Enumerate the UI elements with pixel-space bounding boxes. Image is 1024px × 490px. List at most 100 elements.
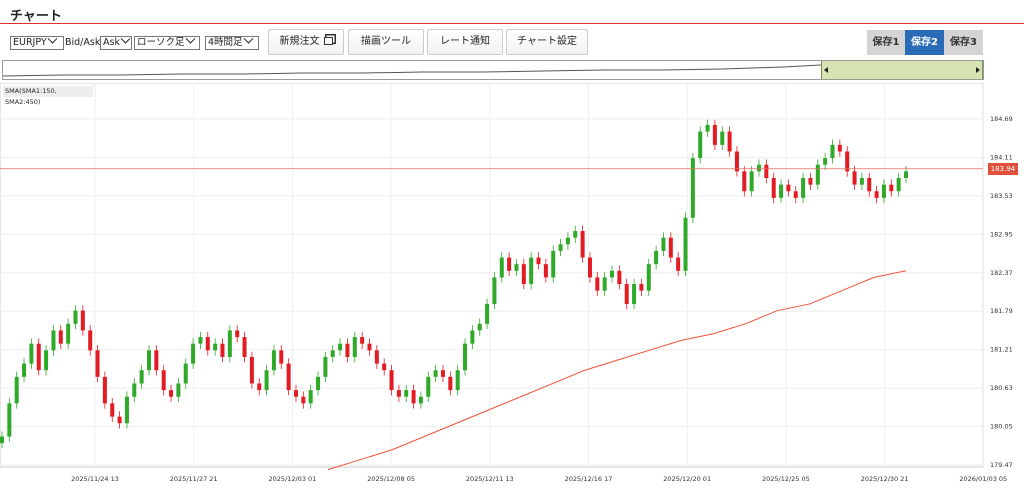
chart-type-select[interactable]: ローソク足 xyxy=(134,33,200,50)
candle-body xyxy=(257,383,262,391)
candle-body xyxy=(139,370,144,384)
new-order-label: 新規注文 xyxy=(279,36,320,47)
candle-body xyxy=(529,257,534,285)
candle-body xyxy=(191,343,196,364)
save-slot-label: 保存3 xyxy=(950,37,977,48)
candle-body xyxy=(426,376,431,397)
candle-body xyxy=(308,390,313,404)
candle-body xyxy=(492,277,497,304)
candle-body xyxy=(455,370,460,391)
candle-body xyxy=(624,284,629,304)
timeframe-value: 4時間足 xyxy=(208,37,243,48)
price-chart[interactable]: 184.69 184.11 183.53 182.95 182.37 181.79 181.… xyxy=(0,82,1024,486)
candle-body xyxy=(734,151,739,172)
save-slot-2[interactable]: 保存2 xyxy=(905,30,944,55)
candle-body xyxy=(7,403,12,437)
candle-body xyxy=(176,383,181,397)
candle-body xyxy=(779,184,784,198)
candle-body xyxy=(345,343,350,357)
candle-body xyxy=(639,284,644,291)
candle-body xyxy=(727,131,732,152)
candle-body xyxy=(867,177,872,192)
candle-body xyxy=(66,323,71,344)
candle-body xyxy=(477,323,482,331)
candle-body xyxy=(433,370,438,377)
candle-body xyxy=(661,237,666,251)
save-slot-1[interactable]: 保存1 xyxy=(867,30,905,55)
navigator-range-window[interactable] xyxy=(821,61,983,79)
chart-settings-button[interactable]: チャート設定 xyxy=(506,29,588,55)
candle-body xyxy=(352,337,357,357)
timeframe-select[interactable]: 4時間足 xyxy=(205,33,259,50)
chart-type-value: ローソク足 xyxy=(137,37,185,48)
candle-body xyxy=(742,171,747,192)
x-tick-label: 2025/11/27 21 xyxy=(170,475,218,483)
x-axis: 2025/11/24 13 2025/11/27 21 2025/12/03 01 2… xyxy=(71,475,1007,483)
candle-body xyxy=(521,264,526,285)
chart-settings-label: チャート設定 xyxy=(517,36,577,47)
candle-body xyxy=(617,270,622,285)
rate-alert-button[interactable]: レート通知 xyxy=(427,29,503,55)
candle-body xyxy=(668,237,673,258)
candle-body xyxy=(264,370,269,391)
x-tick-label: 2025/12/08 05 xyxy=(367,475,415,483)
save-slot-3[interactable]: 保存3 xyxy=(944,30,983,55)
candle-body xyxy=(749,171,754,192)
candle-body xyxy=(374,350,379,364)
indicator-legend: SMA(SMA1:150, SMA2:450) xyxy=(3,86,93,106)
candle-body xyxy=(360,337,365,344)
candlestick-chart-svg[interactable]: 184.69 184.11 183.53 182.95 182.37 181.79 181.… xyxy=(0,82,1024,486)
drawing-tools-button[interactable]: 描画ツール xyxy=(348,29,424,55)
grid-lines xyxy=(0,83,984,467)
candle-body xyxy=(896,177,901,192)
y-tick-label: 183.53 xyxy=(990,192,1013,200)
sma-line xyxy=(327,270,907,471)
range-handle-left-icon[interactable] xyxy=(824,67,828,73)
chevron-down-icon xyxy=(120,33,131,44)
page-title: チャート xyxy=(10,9,62,24)
candle-body xyxy=(463,343,468,371)
candle-body xyxy=(411,390,416,404)
candle-body xyxy=(271,350,276,371)
candle-body xyxy=(183,363,188,384)
candle-body xyxy=(580,231,585,258)
candle-body xyxy=(132,383,137,397)
x-tick-label: 2025/12/11 13 xyxy=(466,475,514,483)
range-handle-right-icon[interactable] xyxy=(976,67,980,73)
candle-body xyxy=(205,337,210,351)
candle-body xyxy=(367,343,372,351)
y-tick-label: 182.95 xyxy=(990,230,1013,238)
candle-body xyxy=(507,257,512,271)
candle-body xyxy=(88,330,93,351)
y-tick-label: 181.21 xyxy=(990,346,1013,354)
bidask-select[interactable]: Ask xyxy=(100,33,132,50)
new-order-button[interactable]: 新規注文 xyxy=(268,29,344,55)
candle-body xyxy=(301,396,306,404)
candle-body xyxy=(705,124,710,132)
candle-body xyxy=(801,177,806,198)
candle-body xyxy=(485,303,490,324)
candle-body xyxy=(58,330,63,344)
candle-body xyxy=(146,350,151,371)
candle-body xyxy=(676,257,681,271)
candle-body xyxy=(771,177,776,198)
candle-body xyxy=(683,217,688,271)
candle-body xyxy=(470,330,475,344)
save-slot-label: 保存2 xyxy=(911,37,938,48)
chart-navigator[interactable] xyxy=(2,60,984,80)
candle-body xyxy=(161,370,166,391)
candle-body xyxy=(823,158,828,165)
y-tick-label: 184.69 xyxy=(990,115,1013,123)
y-tick-label: 181.79 xyxy=(990,307,1013,315)
candle-body xyxy=(227,330,232,357)
candle-body xyxy=(646,264,651,291)
candle-body xyxy=(874,191,879,198)
symbol-select[interactable]: EURJPY xyxy=(10,33,64,50)
candle-body xyxy=(418,396,423,404)
candle-body xyxy=(213,343,218,351)
y-axis: 184.69 184.11 183.53 182.95 182.37 181.79 181.… xyxy=(990,115,1013,469)
x-tick-label: 2025/12/30 21 xyxy=(861,475,909,483)
candle-body xyxy=(249,356,254,384)
x-tick-label: 2026/01/03 05 xyxy=(959,475,1007,483)
candle-body xyxy=(786,184,791,192)
